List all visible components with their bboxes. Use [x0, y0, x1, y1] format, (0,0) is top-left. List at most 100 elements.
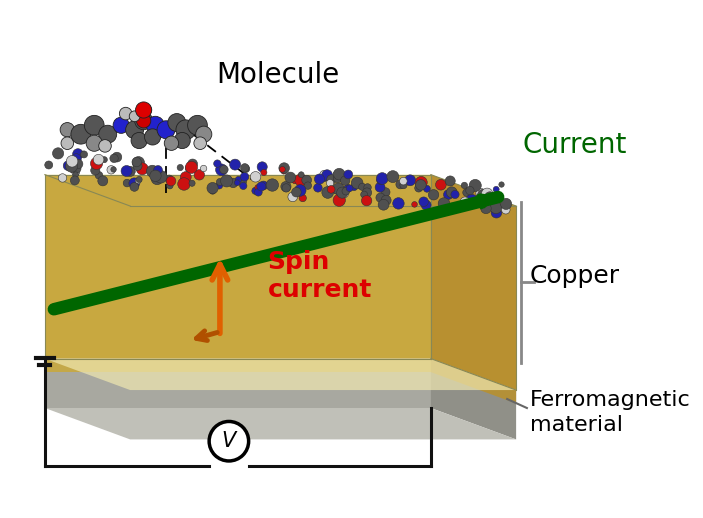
Polygon shape [45, 358, 431, 372]
Circle shape [438, 198, 450, 209]
Circle shape [415, 177, 427, 189]
Circle shape [299, 194, 307, 202]
Circle shape [337, 187, 348, 198]
Circle shape [129, 178, 140, 189]
Circle shape [499, 182, 504, 187]
Circle shape [285, 172, 296, 183]
Circle shape [423, 185, 430, 192]
Circle shape [136, 113, 151, 128]
Circle shape [405, 175, 415, 186]
Circle shape [112, 152, 122, 162]
Circle shape [479, 195, 488, 204]
Circle shape [195, 126, 212, 142]
Circle shape [214, 160, 221, 167]
Circle shape [337, 186, 349, 198]
Circle shape [146, 165, 158, 177]
Polygon shape [45, 358, 516, 390]
Circle shape [186, 161, 198, 174]
Circle shape [446, 187, 457, 198]
Circle shape [189, 180, 195, 186]
Circle shape [352, 177, 363, 189]
Circle shape [321, 175, 328, 182]
Circle shape [61, 137, 74, 150]
Circle shape [279, 163, 290, 174]
Circle shape [155, 170, 167, 183]
Circle shape [327, 175, 336, 184]
Circle shape [110, 154, 118, 163]
Circle shape [257, 182, 266, 191]
Circle shape [131, 133, 147, 149]
Circle shape [234, 180, 240, 185]
Circle shape [501, 198, 512, 209]
Circle shape [70, 166, 77, 174]
Circle shape [494, 186, 499, 192]
Circle shape [399, 177, 407, 185]
Circle shape [477, 189, 490, 202]
Circle shape [333, 183, 344, 195]
Circle shape [194, 169, 205, 180]
Circle shape [125, 166, 135, 177]
Circle shape [428, 190, 439, 200]
Circle shape [280, 181, 291, 192]
Circle shape [323, 172, 331, 180]
Text: Molecule: Molecule [217, 61, 340, 89]
Circle shape [174, 133, 191, 149]
Circle shape [188, 116, 207, 135]
Circle shape [377, 177, 385, 184]
Circle shape [165, 136, 179, 150]
Polygon shape [45, 408, 516, 439]
Circle shape [72, 149, 83, 159]
Circle shape [415, 180, 426, 190]
Circle shape [113, 117, 129, 133]
Circle shape [333, 168, 345, 180]
Circle shape [393, 198, 404, 209]
Circle shape [92, 162, 98, 169]
Circle shape [292, 178, 298, 184]
Circle shape [381, 195, 391, 205]
Polygon shape [45, 358, 431, 408]
Circle shape [135, 178, 141, 184]
Circle shape [200, 165, 207, 171]
Circle shape [60, 123, 75, 137]
Circle shape [225, 176, 232, 183]
Circle shape [443, 205, 451, 213]
Circle shape [73, 172, 79, 178]
Circle shape [230, 159, 240, 170]
Circle shape [45, 161, 53, 169]
Circle shape [387, 170, 399, 182]
Circle shape [176, 120, 195, 140]
Circle shape [67, 157, 77, 166]
Circle shape [322, 186, 334, 198]
Circle shape [381, 188, 390, 197]
Circle shape [333, 194, 345, 206]
Circle shape [186, 165, 193, 172]
Circle shape [70, 176, 79, 185]
Circle shape [451, 190, 459, 198]
Circle shape [412, 202, 418, 207]
Circle shape [121, 165, 132, 177]
Circle shape [333, 174, 342, 183]
Circle shape [469, 179, 482, 192]
Polygon shape [431, 358, 516, 404]
Circle shape [130, 182, 138, 191]
Circle shape [259, 181, 268, 190]
Circle shape [58, 174, 67, 182]
Circle shape [465, 186, 474, 195]
Circle shape [150, 170, 161, 181]
Circle shape [314, 174, 325, 184]
Circle shape [157, 121, 175, 139]
Circle shape [361, 195, 372, 206]
Circle shape [168, 113, 186, 132]
Circle shape [490, 202, 502, 213]
Circle shape [320, 170, 329, 180]
Circle shape [53, 148, 64, 159]
Circle shape [71, 163, 81, 174]
Circle shape [72, 168, 79, 176]
Circle shape [376, 193, 385, 202]
Circle shape [135, 112, 153, 130]
Circle shape [209, 188, 216, 194]
Circle shape [362, 188, 372, 197]
Circle shape [333, 171, 340, 178]
Circle shape [71, 154, 82, 164]
Circle shape [261, 169, 267, 176]
